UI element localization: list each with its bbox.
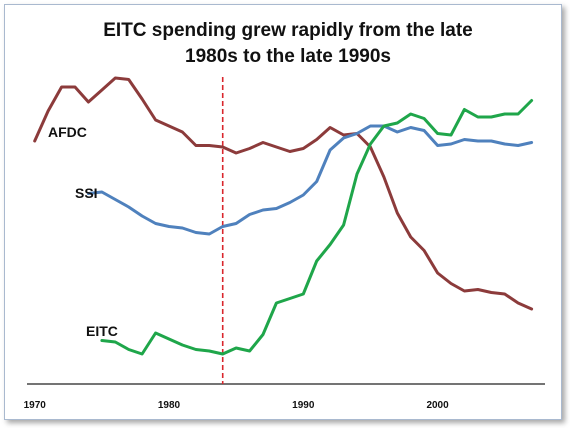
series-label-afdc: AFDC	[48, 124, 87, 140]
series-line-afdc	[33, 76, 534, 311]
chart-title-line-2: 1980s to the late 1990s	[185, 46, 391, 67]
x-tick-label: 1980	[158, 400, 181, 411]
series-lines	[33, 76, 534, 356]
x-tick-label: 1970	[24, 400, 47, 411]
series-labels: AFDC SSI EITC	[48, 124, 118, 339]
series-label-ssi: SSI	[75, 185, 98, 201]
x-axis-ticks: 1970 1980 1990 2000	[24, 400, 450, 411]
series-label-eitc: EITC	[86, 323, 118, 339]
x-tick-label: 1990	[292, 400, 315, 411]
chart-title-line-1: EITC spending grew rapidly from the late	[103, 20, 473, 41]
x-tick-label: 2000	[426, 400, 449, 411]
chart-frame	[4, 4, 562, 420]
series-line-eitc	[100, 99, 534, 356]
series-line-ssi	[86, 124, 534, 236]
